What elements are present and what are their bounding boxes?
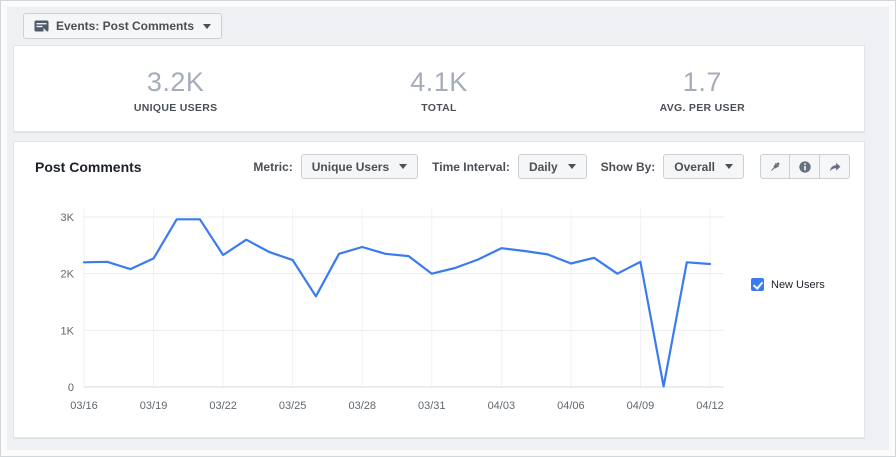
svg-text:04/06: 04/06 (557, 400, 585, 412)
info-button[interactable] (790, 154, 820, 179)
stats-row: 3.2K UNIQUE USERS 4.1K TOTAL 1.7 AVG. PE… (14, 46, 864, 131)
events-selector-label: Events: Post Comments (56, 19, 195, 33)
stat-label: UNIQUE USERS (133, 102, 218, 114)
time-interval-dropdown-value: Daily (528, 159, 558, 174)
svg-text:03/19: 03/19 (140, 400, 168, 412)
legend-label: New Users (771, 278, 825, 291)
share-button[interactable] (820, 154, 850, 179)
show-by-dropdown-value: Overall (674, 159, 715, 174)
legend-new-users[interactable]: New Users (751, 278, 825, 291)
stat-value: 3.2K (146, 67, 205, 97)
stat-avg-per-user: 1.7 AVG. PER USER (571, 63, 834, 114)
metric-dropdown-value: Unique Users (311, 159, 390, 174)
show-by-dropdown[interactable]: Overall (663, 154, 744, 179)
events-screen-icon (34, 20, 49, 33)
svg-text:1K: 1K (61, 325, 75, 337)
svg-text:04/09: 04/09 (627, 400, 655, 412)
line-chart-svg: 0 1K 2K 3K 03/16 03/19 03/22 03/25 03/28 03/31 04/… (61, 209, 724, 412)
checkbox-checked-icon[interactable] (751, 278, 764, 291)
stat-total: 4.1K TOTAL (307, 63, 570, 114)
info-icon (798, 160, 812, 174)
chevron-down-icon (725, 164, 733, 169)
analytics-app: Events: Post Comments 3.2K UNIQUE USERS … (7, 7, 889, 450)
stat-unique-users: 3.2K UNIQUE USERS (44, 63, 307, 114)
svg-text:03/31: 03/31 (418, 400, 446, 412)
svg-text:03/22: 03/22 (209, 400, 237, 412)
svg-text:04/12: 04/12 (696, 400, 724, 412)
share-icon (828, 160, 842, 174)
metric-dropdown[interactable]: Unique Users (300, 154, 419, 179)
show-by-label: Show By: (600, 159, 656, 174)
pin-button[interactable] (760, 154, 790, 179)
chart-title: Post Comments (35, 158, 142, 175)
chart-action-buttons (760, 154, 850, 179)
chart-controls: Metric: Unique Users Time Interval: Dail… (247, 154, 850, 179)
metric-label: Metric: (253, 159, 293, 174)
chevron-down-icon (203, 23, 212, 29)
chart-card: Post Comments Metric: Unique Users Time … (13, 141, 865, 438)
pin-icon (768, 160, 782, 174)
svg-text:03/16: 03/16 (70, 400, 98, 412)
stat-value: 1.7 (682, 67, 722, 97)
svg-text:04/03: 04/03 (488, 400, 516, 412)
svg-text:03/25: 03/25 (279, 400, 307, 412)
chart-area: 0 1K 2K 3K 03/16 03/19 03/22 03/25 03/28 03/31 04/… (26, 207, 864, 444)
stats-summary-card: 3.2K UNIQUE USERS 4.1K TOTAL 1.7 AVG. PE… (13, 45, 865, 132)
stat-label: AVG. PER USER (659, 102, 746, 114)
svg-text:2K: 2K (61, 269, 75, 281)
svg-text:0: 0 (68, 382, 74, 394)
svg-text:03/28: 03/28 (348, 400, 376, 412)
time-interval-label: Time Interval: (432, 159, 510, 174)
stat-label: TOTAL (421, 102, 457, 114)
stat-value: 4.1K (410, 67, 468, 97)
chevron-down-icon (399, 164, 408, 169)
chart-header: Post Comments Metric: Unique Users Time … (14, 142, 864, 187)
chevron-down-icon (567, 164, 576, 169)
time-interval-dropdown[interactable]: Daily (517, 154, 587, 179)
svg-text:3K: 3K (61, 212, 75, 224)
events-selector-button[interactable]: Events: Post Comments (23, 13, 223, 39)
